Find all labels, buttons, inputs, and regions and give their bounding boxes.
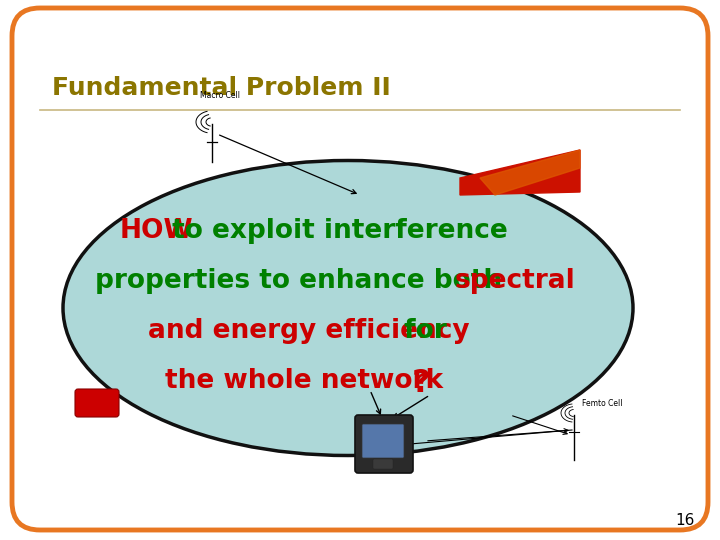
- FancyBboxPatch shape: [75, 389, 119, 417]
- Text: and energy efficiency: and energy efficiency: [148, 318, 469, 344]
- Text: Macro Cell: Macro Cell: [200, 91, 240, 100]
- Text: to exploit interference: to exploit interference: [163, 218, 508, 244]
- Text: spectral: spectral: [455, 268, 576, 294]
- Text: Fundamental Problem II: Fundamental Problem II: [52, 76, 391, 100]
- Text: the whole network: the whole network: [165, 368, 452, 394]
- FancyBboxPatch shape: [362, 424, 404, 458]
- Ellipse shape: [63, 160, 633, 456]
- Text: HOW: HOW: [120, 218, 194, 244]
- Polygon shape: [460, 150, 580, 195]
- Text: ?: ?: [412, 368, 431, 399]
- Text: properties to enhance both: properties to enhance both: [95, 268, 511, 294]
- Text: for: for: [395, 318, 446, 344]
- Polygon shape: [480, 150, 580, 195]
- FancyBboxPatch shape: [12, 8, 708, 530]
- Text: 16: 16: [675, 513, 695, 528]
- FancyBboxPatch shape: [355, 415, 413, 473]
- FancyBboxPatch shape: [373, 459, 393, 469]
- Text: Femto Cell: Femto Cell: [582, 399, 623, 408]
